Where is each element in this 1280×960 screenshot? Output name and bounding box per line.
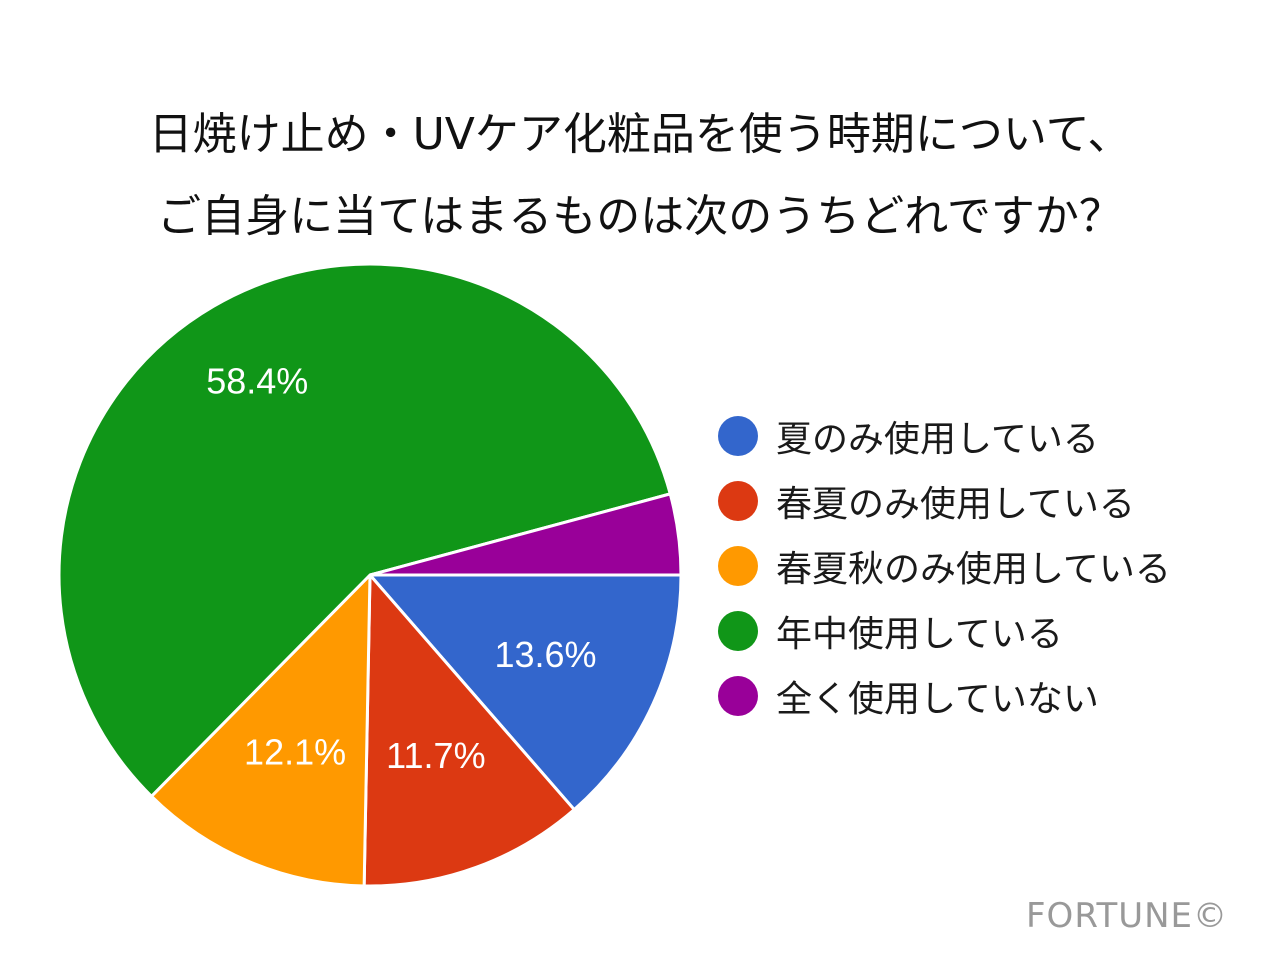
legend-swatch [718, 415, 758, 456]
pie-slice [369, 492, 683, 577]
legend-item-spring-summer-autumn: 春夏秋のみ使用している [718, 533, 1171, 598]
legend-item-summer-only: 夏のみ使用している [718, 403, 1171, 468]
legend-label: 春夏秋のみ使用している [776, 548, 1171, 590]
pie-slice [57, 262, 673, 799]
legend-item-never: 全く使用していない [718, 663, 1171, 728]
watermark-logo: FORTUNE© [1026, 896, 1229, 936]
slice-percentage-label: 11.7% [386, 735, 485, 776]
legend-item-spring-summer: 春夏のみ使用している [718, 468, 1171, 533]
chart-title-line-2: ご自身に当てはまるものは次のうちどれですか？ [157, 191, 1123, 242]
legend-label: 夏のみ使用している [776, 418, 1099, 460]
legend-swatch [718, 610, 758, 651]
chart-title-line-1: 日焼け止め・UVケア化粧品を使う時期について、 [148, 109, 1132, 160]
chart-legend: 夏のみ使用している 春夏のみ使用している 春夏秋のみ使用している 年中使用してい… [718, 403, 1171, 728]
pie-slice [362, 571, 577, 888]
legend-swatch [718, 480, 758, 521]
slice-percentage-label: 13.6% [494, 634, 596, 675]
slice-percentage-label: 58.4% [206, 361, 308, 402]
pie-slice [149, 571, 372, 888]
legend-label: 全く使用していない [776, 678, 1099, 720]
legend-swatch [718, 675, 758, 716]
pie-slice [366, 573, 683, 812]
legend-swatch [718, 545, 758, 586]
legend-item-year-round: 年中使用している [718, 598, 1171, 663]
legend-label: 春夏のみ使用している [776, 483, 1135, 525]
slice-percentage-label: 12.1% [244, 732, 346, 773]
legend-label: 年中使用している [776, 613, 1063, 655]
